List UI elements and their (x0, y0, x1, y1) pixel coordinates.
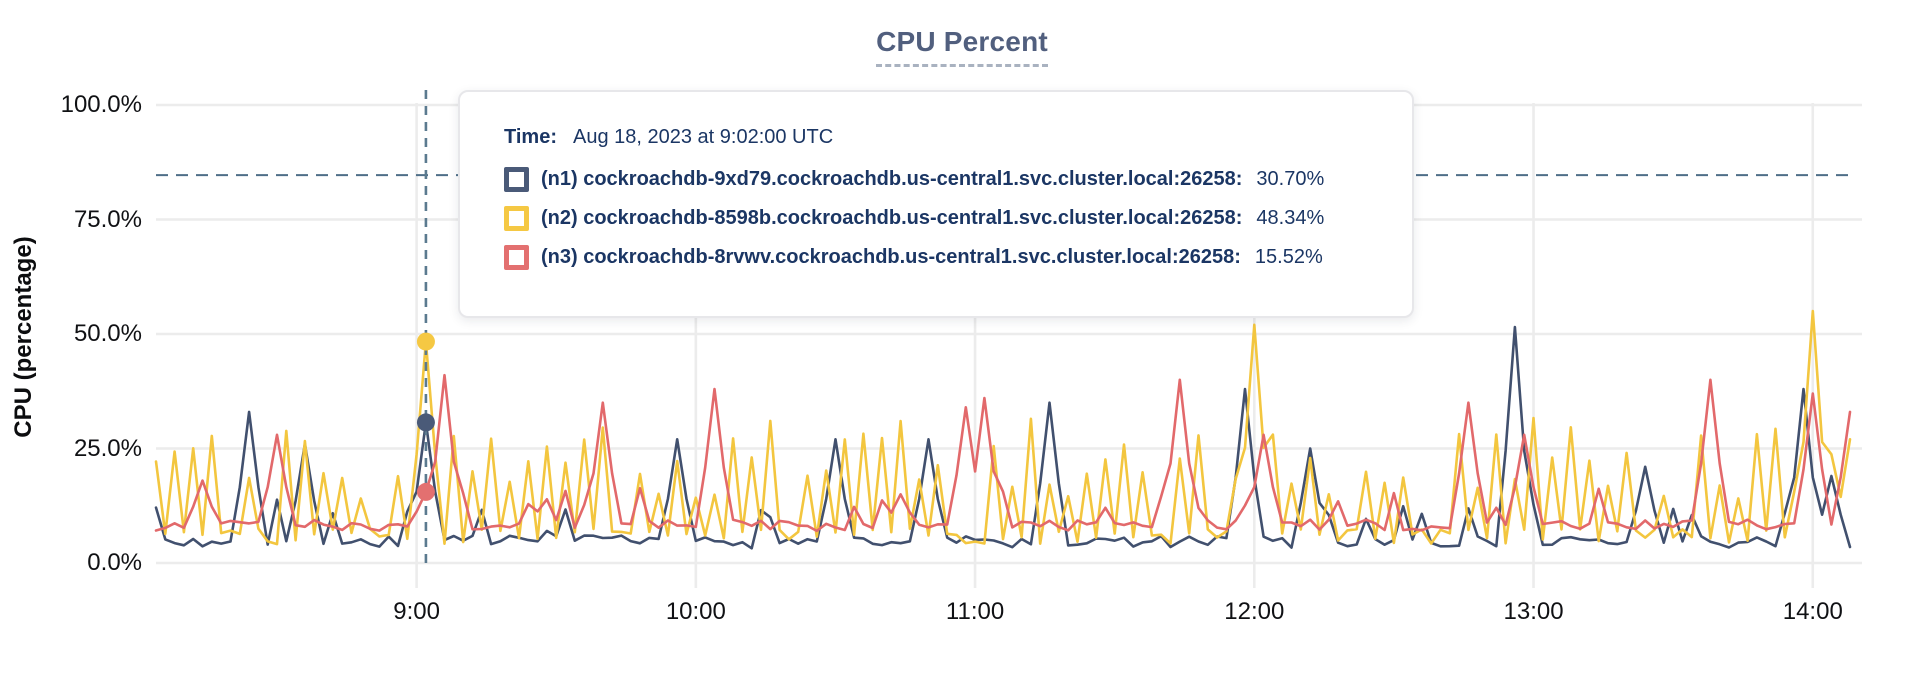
series-line-n2 (154, 309, 1852, 546)
y-tick-label: 0.0% (87, 549, 142, 576)
chart-title-text: CPU Percent (876, 26, 1048, 67)
tooltip-time-row: Time: Aug 18, 2023 at 9:02:00 UTC (504, 126, 1382, 149)
series-line-n3 (154, 373, 1852, 533)
tooltip-series-row: (n3) cockroachdb-8rvwv.cockroachdb.us-ce… (504, 245, 1382, 270)
x-tick-label: 10:00 (665, 598, 726, 625)
x-tick-label: 14:00 (1782, 598, 1843, 625)
chart-title: CPU Percent (0, 26, 1924, 67)
x-tick-label: 13:00 (1503, 598, 1564, 625)
series-line-n1 (154, 325, 1852, 550)
y-tick-label: 50.0% (73, 320, 142, 347)
y-tick-label: 75.0% (73, 205, 142, 233)
tooltip-time-value: Aug 18, 2023 at 9:02:00 UTC (572, 126, 834, 148)
x-tick-label: 12:00 (1224, 598, 1285, 625)
y-tick-label: 100.0% (60, 91, 142, 118)
tooltip-series-value: 15.52% (1254, 246, 1323, 268)
series-swatch-icon-n1 (504, 167, 529, 192)
x-tick-label: 11:00 (945, 598, 1005, 625)
series-swatch-icon-n2 (504, 206, 529, 231)
tooltip-series-row: (n2) cockroachdb-8598b.cockroachdb.us-ce… (504, 206, 1382, 231)
tooltip-series-value: 30.70% (1256, 168, 1325, 190)
x-tick-label: 9:00 (393, 598, 440, 625)
tooltip-series-name: (n2) cockroachdb-8598b.cockroachdb.us-ce… (541, 207, 1243, 229)
series-swatch-icon-n3 (504, 245, 529, 270)
hover-tooltip: Time: Aug 18, 2023 at 9:02:00 UTC (n1) co… (458, 90, 1414, 318)
tooltip-series-name: (n3) cockroachdb-8rvwv.cockroachdb.us-ce… (541, 246, 1241, 268)
hover-dot-n3 (416, 482, 435, 501)
tooltip-series-value: 48.34% (1256, 207, 1325, 229)
tooltip-series-name: (n1) cockroachdb-9xd79.cockroachdb.us-ce… (541, 168, 1243, 190)
tooltip-series-row: (n1) cockroachdb-9xd79.cockroachdb.us-ce… (504, 167, 1382, 192)
hover-dot-n1 (416, 413, 435, 432)
hover-dot-n2 (416, 332, 435, 351)
y-tick-label: 25.0% (73, 434, 142, 462)
tooltip-time-label: Time: (504, 126, 557, 148)
